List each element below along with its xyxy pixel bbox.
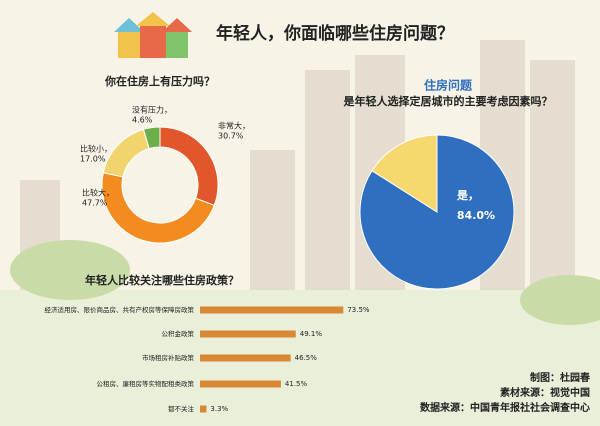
bar <box>200 380 281 388</box>
value-label: 47.7% <box>82 199 108 208</box>
buildings <box>20 40 575 300</box>
slice-label: 没有压力， <box>132 105 172 115</box>
bar <box>200 354 291 362</box>
credit: 素材来源：视觉中国 <box>500 386 590 399</box>
slice <box>142 126 161 150</box>
value-label: 49.1% <box>300 330 323 338</box>
category-label: 公租房、廉租房等实物配租类政策 <box>97 379 195 388</box>
bar <box>200 306 344 314</box>
slice-label: 是， <box>456 189 479 202</box>
bush <box>10 240 130 300</box>
chart-title: 住房问题 <box>424 78 473 93</box>
slice-label: 比较小， <box>80 144 112 154</box>
chart-title: 你在住房上有压力吗？ <box>104 74 215 88</box>
category-label: 公积金政策 <box>162 329 195 338</box>
chart-title: 年轻人比较关注哪些住房政策？ <box>85 273 239 287</box>
value-label: 4.6% <box>132 116 153 125</box>
value-label: 84.0% <box>457 209 495 222</box>
bush <box>520 275 600 325</box>
bar <box>200 405 207 413</box>
bar <box>200 330 296 338</box>
value-label: 17.0% <box>80 155 106 164</box>
value-label: 73.5% <box>347 306 370 314</box>
house-icon <box>114 12 192 58</box>
slice-label: 非常大， <box>218 121 250 131</box>
category-label: 经济适用房、限价商品房、共有产权房等保障房政策 <box>45 305 195 314</box>
value-label: 41.5% <box>285 380 308 388</box>
value-label: 3.3% <box>210 405 228 413</box>
credit: 制图：杜园春 <box>530 371 590 384</box>
slice <box>371 134 438 213</box>
value-label: 30.7% <box>218 132 244 141</box>
category-label: 市场租房补贴政策 <box>142 353 195 362</box>
slice-label: 比较大， <box>82 188 114 198</box>
slice <box>359 134 515 290</box>
chart-subtitle: 是年轻人选择定居城市的主要考虑因素吗？ <box>343 94 553 108</box>
slice <box>101 172 215 244</box>
credit: 数据来源：中国青年报社社会调查中心 <box>420 401 590 414</box>
value-label: 46.5% <box>295 354 318 362</box>
page-title: 年轻人，你面临哪些住房问题？ <box>216 23 454 44</box>
category-label: 都不关注 <box>168 404 195 413</box>
